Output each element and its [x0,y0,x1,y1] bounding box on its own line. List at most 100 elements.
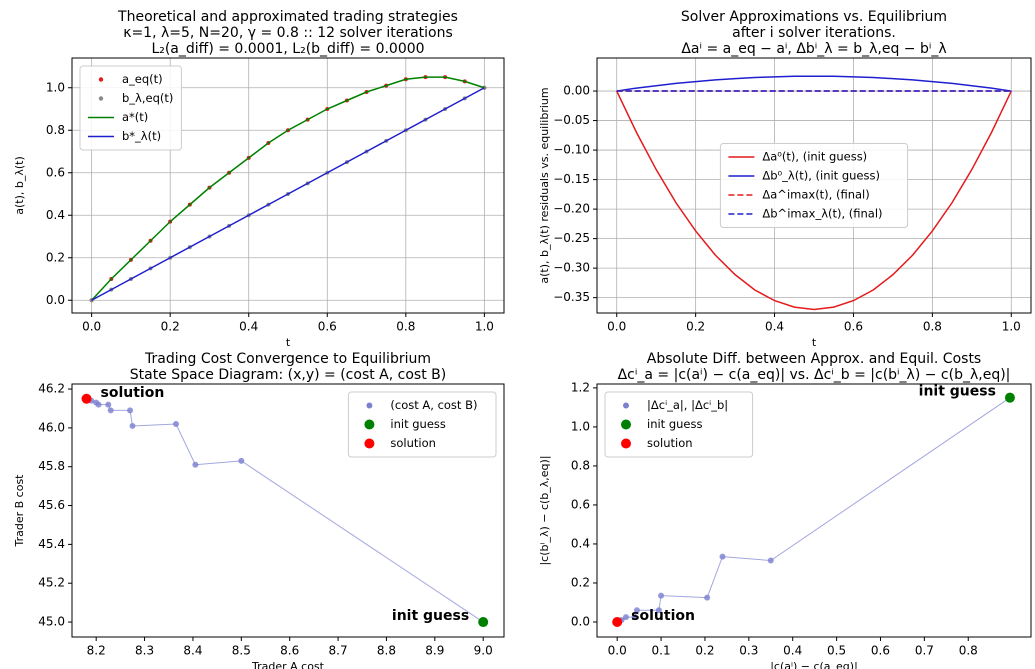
legend-swatch [621,419,631,430]
x-tick-label: 8.5 [232,644,251,658]
legend-label: solution [647,436,693,450]
chart-title: after i solver iterations. [732,25,896,41]
y-tick-label: 0.2 [571,575,590,589]
legend-label: Δb^imax_λ(t), (final) [762,207,882,221]
y-tick-label: 0.8 [571,458,590,472]
y-axis-label: a(t), b_λ(t) residuals vs. equilibrium [538,87,551,283]
legend-label: Δa^imax(t), (final) [762,188,869,202]
data-point [107,407,114,414]
x-tick-label: 8.2 [87,644,106,658]
chart-title: Theoretical and approximated trading str… [117,9,458,25]
y-axis-label: |c(bⁱ_λ) − c(b_λ,eq)| [538,455,551,565]
x-tick-label: 0.8 [959,644,978,658]
data-point [704,594,711,601]
x-tick-label: 0.2 [161,320,180,334]
data-point [612,616,623,627]
y-tick-label: 0.00 [563,84,590,98]
y-tick-label: −0.15 [553,172,590,186]
y-tick-label: −0.35 [553,290,590,304]
y-tick-label: 45.0 [38,615,65,629]
x-tick-label: 0.4 [783,644,802,658]
y-tick-label: 0.6 [46,165,65,179]
x-axis-label: Trader A cost [251,660,325,669]
x-tick-label: 9.0 [474,644,493,658]
data-point [129,422,136,429]
annotation: solution [631,608,695,624]
x-tick-label: 8.6 [280,644,299,658]
legend-label: a_eq(t) [122,72,163,86]
x-tick-label: 8.3 [135,644,154,658]
x-tick-label: 0.4 [765,320,784,334]
x-axis-label: t [286,336,291,349]
x-tick-label: 0.1 [652,644,671,658]
y-tick-label: −0.20 [553,202,590,216]
legend-label: a*(t) [122,110,148,124]
legend-label: b_λ,eq(t) [122,91,173,105]
chart-title: Absolute Diff. between Approx. and Equil… [647,351,981,367]
y-tick-label: 45.4 [38,537,65,551]
annotation: init guess [392,608,469,624]
y-tick-label: −0.05 [553,113,590,127]
data-point [105,401,112,408]
x-tick-label: 0.6 [844,320,863,334]
data-point [633,607,640,614]
legend-label: b*_λ(t) [122,129,161,143]
chart-title: L₂(a_diff) = 0.0001, L₂(b_diff) = 0.0000 [151,41,424,57]
legend-label: init guess [647,417,703,431]
x-tick-label: 0.0 [607,320,626,334]
x-tick-label: 1.0 [475,320,494,334]
chart-title: Δaⁱ = a_eq − aⁱ, Δbⁱ_λ = b_λ,eq − bⁱ_λ [681,41,946,57]
data-point [767,557,774,564]
x-tick-label: 8.8 [377,644,396,658]
x-tick-label: 0.2 [695,644,714,658]
subplot: Theoretical and approximated trading str… [13,9,505,349]
x-tick-label: 0.8 [396,320,415,334]
legend-label: solution [390,436,436,450]
x-axis-label: |c(aⁱ) − c(a_eq)| [770,660,858,669]
legend-label: Δb⁰_λ(t), (init guess) [762,169,880,183]
y-tick-label: 1.2 [571,380,590,394]
y-tick-label: −0.10 [553,143,590,157]
legend-label: Δa⁰(t), (init guess) [762,150,867,164]
data-point [1004,392,1015,403]
data-point [719,553,726,560]
annotation: init guess [919,384,996,400]
subplot: Trading Cost Convergence to EquilibriumS… [13,351,505,669]
data-point [655,607,662,614]
y-tick-label: 0.8 [46,123,65,137]
data-point [81,393,92,404]
chart-title: κ=1, λ=5, N=20, γ = 0.8 :: 12 solver ite… [123,25,453,41]
y-tick-label: 45.6 [38,498,65,512]
y-tick-label: 0.4 [46,208,65,222]
legend-swatch [364,419,375,430]
x-tick-label: 8.9 [425,644,444,658]
data-point [93,399,100,406]
chart-title: Solver Approximations vs. Equilibrium [681,9,947,25]
plot-frame [596,57,1032,314]
legend-swatch [366,402,373,409]
legend-swatch [98,77,104,82]
data-point [173,420,180,427]
legend-label: |Δcⁱ_a|, |Δcⁱ_b| [647,398,728,412]
x-tick-label: 8.7 [329,644,348,658]
data-point [658,592,665,599]
y-tick-label: 45.8 [38,459,65,473]
chart-title: State Space Diagram: (x,y) = (cost A, co… [130,367,446,383]
x-tick-label: 0.8 [923,320,942,334]
subplot: Solver Approximations vs. Equilibriumaft… [538,9,1032,349]
legend-swatch [98,96,104,101]
data-point [622,614,629,621]
legend-box [79,65,182,151]
y-tick-label: 0.4 [571,536,590,550]
chart-title: Δcⁱ_a = |c(aⁱ) − c(a_eq)| vs. Δcⁱ_b = |c… [618,367,1011,383]
y-tick-label: 46.2 [38,382,65,396]
y-tick-label: 1.0 [571,419,590,433]
x-tick-label: 0.6 [871,644,890,658]
chart-title: Trading Cost Convergence to Equilibrium [144,351,431,367]
plot-frame [71,383,505,638]
legend-box [347,391,497,458]
y-axis-label: Trader B cost [13,474,26,548]
y-tick-label: 0.6 [571,497,590,511]
y-tick-label: 46.0 [38,420,65,434]
